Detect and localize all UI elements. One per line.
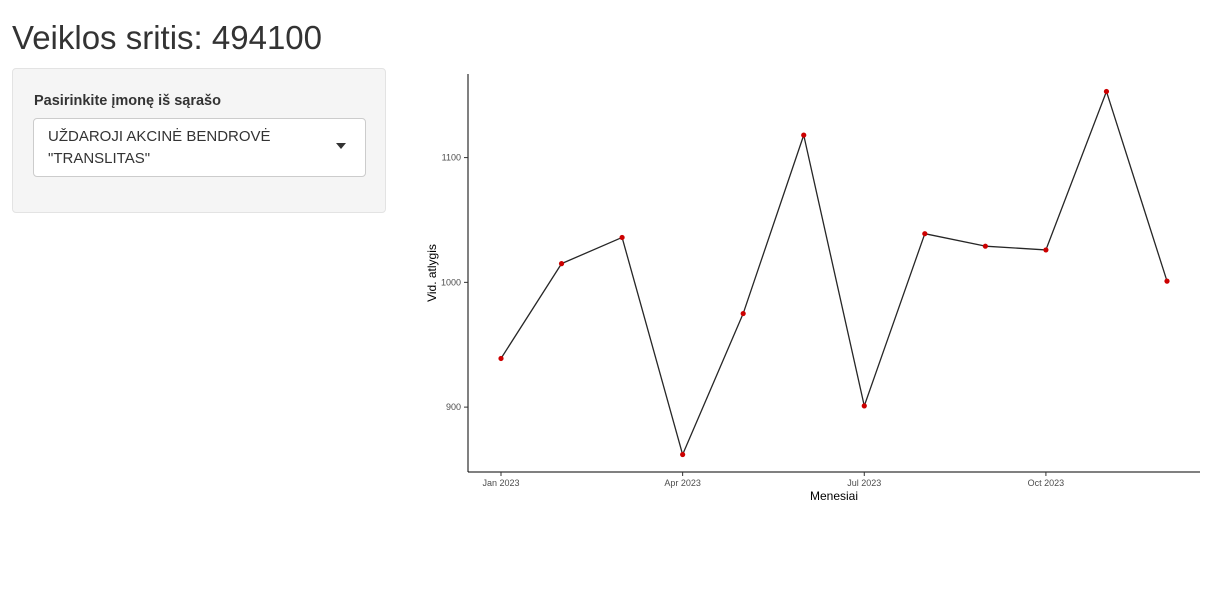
line-segment — [500, 263, 563, 359]
line-segment — [1105, 91, 1168, 282]
y-tick-label: 900 — [446, 402, 461, 412]
data-point — [740, 310, 746, 317]
line-segment — [924, 233, 986, 247]
x-axis-ticks: Jan 2023 Apr 2023 Jul 2023 Oct 2023 — [482, 472, 1064, 488]
line-segment — [561, 236, 623, 265]
data-point — [498, 355, 504, 362]
chart-line-series — [500, 91, 1168, 455]
data-point — [558, 261, 565, 267]
line-segment — [863, 233, 926, 407]
data-point — [982, 243, 988, 249]
x-tick-label: Jul 2023 — [847, 478, 881, 488]
line-segment — [985, 245, 1046, 251]
x-axis-label: Menesiai — [810, 489, 858, 503]
company-select-value: UŽDAROJI AKCINĖ BENDROVĖ "TRANSLITAS" — [48, 128, 271, 167]
line-segment — [682, 313, 744, 455]
y-tick-label: 1100 — [442, 153, 461, 163]
chart-svg: 900 1000 1100 Jan 2023 Apr 2023 Jul 2023 Oct … — [425, 74, 1200, 503]
data-point — [619, 234, 625, 241]
y-axis-label: Vid. atlygis — [425, 244, 439, 302]
x-tick-label: Oct 2023 — [1028, 478, 1065, 488]
data-point — [1043, 247, 1049, 253]
company-select-label: Pasirinkite įmonę iš sąrašo — [34, 93, 221, 109]
y-tick-label: 1000 — [441, 277, 461, 287]
y-axis-ticks: 900 1000 1100 — [441, 153, 468, 412]
salary-line-chart: 900 1000 1100 Jan 2023 Apr 2023 Jul 2023 Oct … — [410, 60, 1210, 520]
x-tick-label: Apr 2023 — [664, 478, 701, 488]
chevron-down-icon[interactable] — [336, 143, 346, 149]
line-segment — [742, 134, 805, 314]
line-segment — [803, 134, 865, 407]
data-point — [801, 132, 807, 138]
x-tick-label: Jan 2023 — [482, 478, 519, 488]
company-select[interactable]: UŽDAROJI AKCINĖ BENDROVĖ "TRANSLITAS" — [33, 118, 366, 177]
chart-point-series — [498, 88, 1170, 458]
data-point — [922, 231, 928, 237]
data-point — [861, 403, 867, 409]
line-segment — [621, 237, 684, 455]
line-segment — [1045, 91, 1108, 251]
data-point — [680, 451, 686, 458]
data-point — [1103, 88, 1110, 95]
data-point — [1164, 278, 1170, 284]
page-title: Veiklos sritis: 494100 — [12, 19, 323, 56]
sidebar-panel: Pasirinkite įmonę iš sąrašo UŽDAROJI AKC… — [12, 68, 386, 213]
